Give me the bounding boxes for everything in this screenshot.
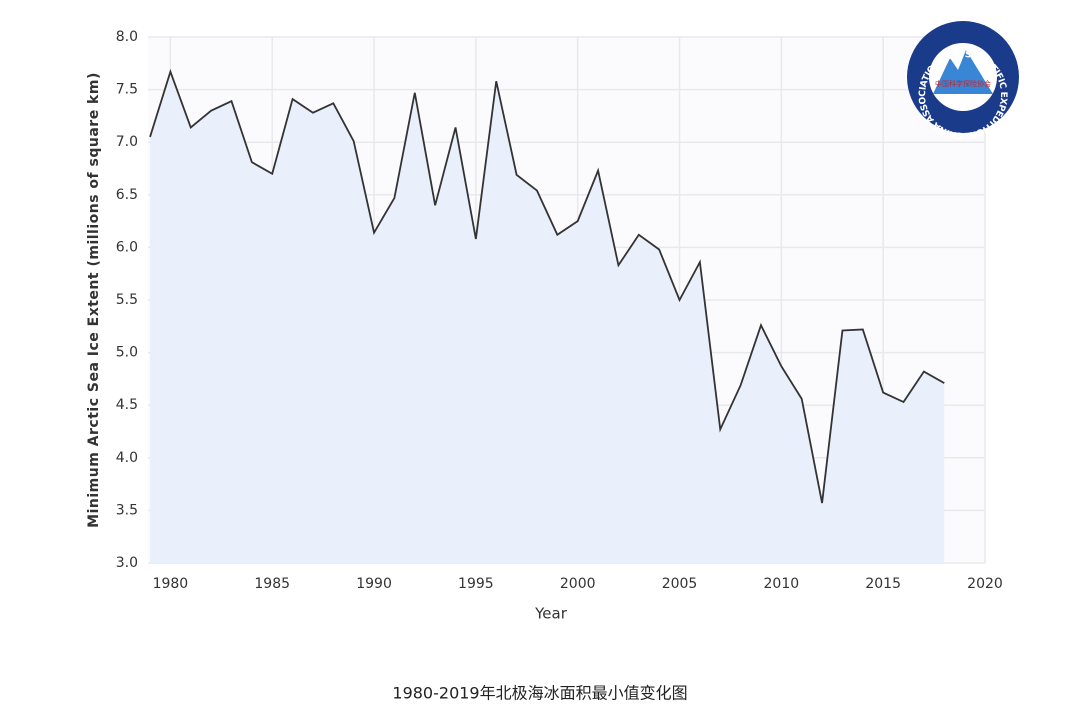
y-tick-label: 5.0 [116,345,138,361]
x-tick-label: 2020 [967,576,1003,592]
x-tick-label: 2010 [764,576,800,592]
x-tick-label: 1995 [458,576,494,592]
logo-inner-text: 中国科学探险协会 [935,79,991,88]
y-tick-label: 6.5 [116,187,138,203]
y-tick-label: 3.5 [116,502,138,518]
x-tick-label: 2000 [560,576,596,592]
logo-mountain [933,50,993,94]
x-tick-label: 1985 [254,576,290,592]
x-tick-label: 2005 [662,576,698,592]
y-tick-label: 4.0 [116,450,138,466]
y-tick-label: 4.5 [116,397,138,413]
labels: 3.0 3.5 4.0 4.5 5.0 5.5 6.0 6.5 7.0 7.5 8.0 1980 198… [116,29,1003,592]
caption: 1980-2019年北极海冰面积最小值变化图 [392,684,687,703]
area [150,71,945,563]
x-tick-label: 1980 [153,576,189,592]
y-tick-label: 6.0 [116,239,138,255]
x-tick-label: 2015 [865,576,901,592]
y-axis-label: Minimum Arctic Sea Ice Extent (millions … [86,72,102,528]
y-tick-label: 5.5 [116,292,138,308]
line [149,68,945,504]
y-tick-label: 8.0 [116,29,138,45]
y-tick-label: 3.0 [116,555,138,571]
x-tick-label: 1990 [356,576,392,592]
x-axis-label: Year [534,605,568,623]
y-tick-label: 7.0 [116,134,138,150]
marks [149,68,945,563]
y-tick-label: 7.5 [116,82,138,98]
logo: CHINA ASSOCIATION FOR SCIENTIFIC EXPEDIT… [907,21,1019,141]
